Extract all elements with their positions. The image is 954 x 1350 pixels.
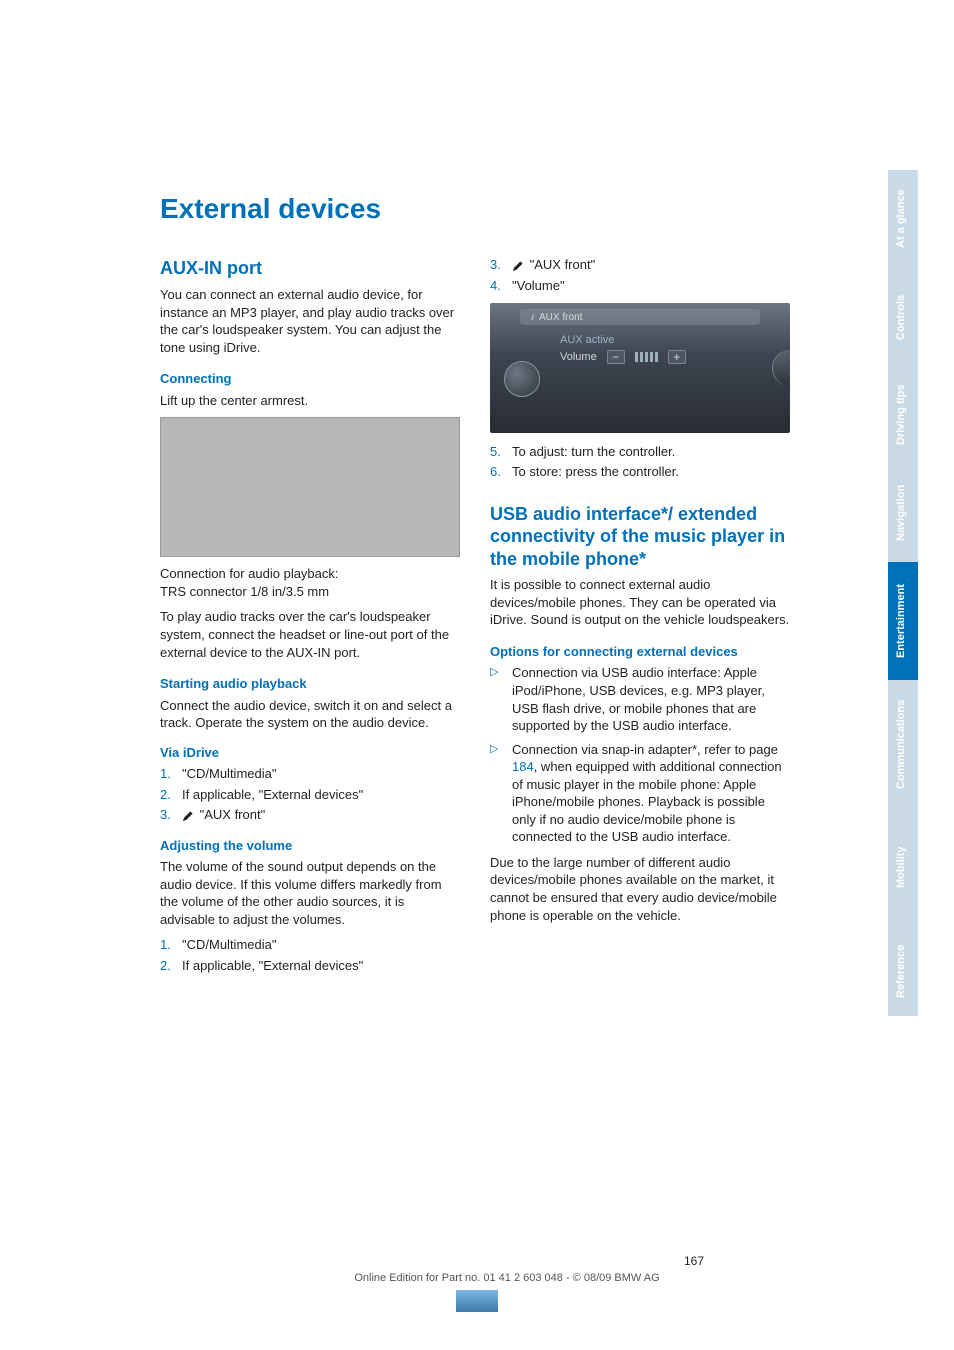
- side-tabs: At a glanceControlsDriving tipsNavigatio…: [888, 170, 918, 1016]
- step-item: 4."Volume": [490, 277, 790, 295]
- volume-bars-icon: [635, 352, 658, 362]
- step-number: 3.: [490, 256, 512, 274]
- step-text: "CD/Multimedia": [182, 936, 276, 954]
- step-number: 6.: [490, 463, 512, 481]
- step-text: "AUX front": [512, 256, 595, 274]
- step-number: 3.: [160, 806, 182, 824]
- triangle-icon: ▷: [490, 664, 512, 734]
- usb-intro: It is possible to connect external audio…: [490, 576, 790, 629]
- bullet-item: ▷Connection via USB audio interface: App…: [490, 664, 790, 734]
- step-number: 1.: [160, 765, 182, 783]
- step-text: If applicable, "External devices": [182, 957, 363, 975]
- right-column: 3. "AUX front"4."Volume" ♪AUX front AUX …: [490, 256, 790, 983]
- step-text: "AUX front": [182, 806, 265, 824]
- screen-topbar-text: AUX front: [539, 312, 582, 323]
- side-tab[interactable]: Reference: [888, 926, 918, 1016]
- volume-adjust-steps: 5.To adjust: turn the controller.6.To st…: [490, 443, 790, 481]
- volume-minus-icon: −: [607, 350, 625, 364]
- starting-playback-text: Connect the audio device, switch it on a…: [160, 697, 460, 732]
- via-idrive-heading: Via iDrive: [160, 744, 460, 762]
- step-number: 2.: [160, 957, 182, 975]
- side-tab[interactable]: Controls: [888, 268, 918, 366]
- volume-continue-steps: 3. "AUX front"4."Volume": [490, 256, 790, 295]
- armrest-image: [160, 417, 460, 557]
- bullet-item: ▷Connection via snap-in adapter*, refer …: [490, 741, 790, 846]
- step-number: 4.: [490, 277, 512, 295]
- side-tab[interactable]: Entertainment: [888, 562, 918, 680]
- volume-plus-icon: +: [668, 350, 686, 364]
- step-item: 5.To adjust: turn the controller.: [490, 443, 790, 461]
- bullet-text: Connection via USB audio interface: Appl…: [512, 664, 790, 734]
- step-item: 3. "AUX front": [160, 806, 460, 824]
- step-number: 5.: [490, 443, 512, 461]
- page-link[interactable]: 184: [512, 759, 534, 774]
- due-to-text: Due to the large number of different aud…: [490, 854, 790, 924]
- connection-playback-line1: Connection for audio playback:: [160, 565, 460, 583]
- step-item: 2.If applicable, "External devices": [160, 957, 460, 975]
- options-bullets: ▷Connection via USB audio interface: App…: [490, 664, 790, 845]
- via-idrive-steps: 1."CD/Multimedia"2.If applicable, "Exter…: [160, 765, 460, 824]
- aux-in-heading: AUX-IN port: [160, 256, 460, 280]
- adjusting-volume-steps: 1."CD/Multimedia"2.If applicable, "Exter…: [160, 936, 460, 974]
- side-tab[interactable]: Communications: [888, 680, 918, 808]
- page-number: 167: [160, 1253, 854, 1269]
- step-text: If applicable, "External devices": [182, 786, 363, 804]
- step-item: 3. "AUX front": [490, 256, 790, 274]
- side-tab[interactable]: Driving tips: [888, 366, 918, 464]
- screen-aux-active: AUX active: [560, 333, 614, 348]
- usb-heading: USB audio interface*/ extended connectiv…: [490, 503, 790, 571]
- step-text: To adjust: turn the controller.: [512, 443, 675, 461]
- screen-volume-label: Volume: [560, 350, 597, 365]
- idrive-screen-image: ♪AUX front AUX active Volume − +: [490, 303, 790, 433]
- footer-accent-bar: [456, 1290, 498, 1312]
- aux-in-intro: You can connect an external audio device…: [160, 286, 460, 356]
- connecting-text: Lift up the center armrest.: [160, 392, 460, 410]
- connecting-heading: Connecting: [160, 370, 460, 388]
- step-number: 2.: [160, 786, 182, 804]
- bullet-text: Connection via snap-in adapter*, refer t…: [512, 741, 790, 846]
- step-item: 2.If applicable, "External devices": [160, 786, 460, 804]
- options-heading: Options for connecting external devices: [490, 643, 790, 661]
- triangle-icon: ▷: [490, 741, 512, 846]
- connection-playback-line2: TRS connector 1/8 in/3.5 mm: [160, 583, 460, 601]
- step-text: To store: press the controller.: [512, 463, 679, 481]
- online-edition-text: Online Edition for Part no. 01 41 2 603 …: [160, 1271, 854, 1286]
- left-column: AUX-IN port You can connect an external …: [160, 256, 460, 983]
- side-tab[interactable]: At a glance: [888, 170, 918, 268]
- side-tab[interactable]: Mobility: [888, 808, 918, 926]
- step-text: "Volume": [512, 277, 565, 295]
- step-item: 6.To store: press the controller.: [490, 463, 790, 481]
- pencil-icon: [182, 807, 196, 825]
- connection-playback-desc: To play audio tracks over the car's loud…: [160, 608, 460, 661]
- step-item: 1."CD/Multimedia": [160, 936, 460, 954]
- side-tab[interactable]: Navigation: [888, 464, 918, 562]
- adjusting-volume-text: The volume of the sound output depends o…: [160, 858, 460, 928]
- pencil-icon: [512, 257, 526, 275]
- step-text: "CD/Multimedia": [182, 765, 276, 783]
- controller-knob-icon: [504, 361, 540, 397]
- starting-playback-heading: Starting audio playback: [160, 675, 460, 693]
- step-item: 1."CD/Multimedia": [160, 765, 460, 783]
- adjusting-volume-heading: Adjusting the volume: [160, 837, 460, 855]
- page-title: External devices: [160, 190, 894, 228]
- step-number: 1.: [160, 936, 182, 954]
